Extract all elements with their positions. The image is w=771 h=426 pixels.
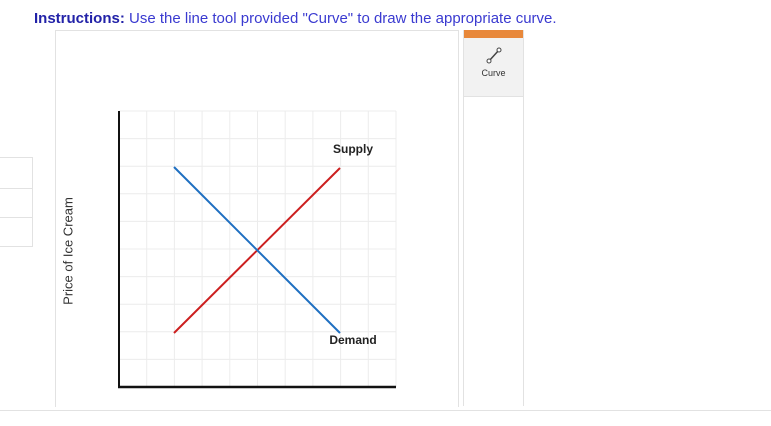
curve-tool[interactable]: Curve	[464, 38, 523, 97]
graph: Price of Ice Cream Supply Demand	[60, 110, 397, 389]
grid	[119, 110, 397, 387]
side-tab[interactable]	[0, 188, 33, 218]
curve-label: Supply	[333, 142, 373, 156]
tool-label: Curve	[481, 68, 506, 78]
instructions-label: Instructions:	[34, 10, 125, 27]
demand-curve[interactable]	[173, 166, 341, 334]
y-axis-label: Price of Ice Cream	[60, 197, 75, 305]
side-tab[interactable]	[0, 157, 33, 189]
curve-icon	[486, 47, 501, 64]
toolbar-header	[464, 30, 523, 38]
instructions-text: Use the line tool provided "Curve" to dr…	[129, 10, 557, 27]
side-tab[interactable]	[0, 217, 33, 247]
curve-label: Demand	[329, 333, 376, 347]
instructions: Instructions: Use the line tool provided…	[34, 10, 557, 27]
toolbar: Curve	[463, 30, 524, 406]
divider	[0, 410, 771, 411]
graph-panel: Price of Ice Cream Supply Demand	[55, 30, 459, 407]
